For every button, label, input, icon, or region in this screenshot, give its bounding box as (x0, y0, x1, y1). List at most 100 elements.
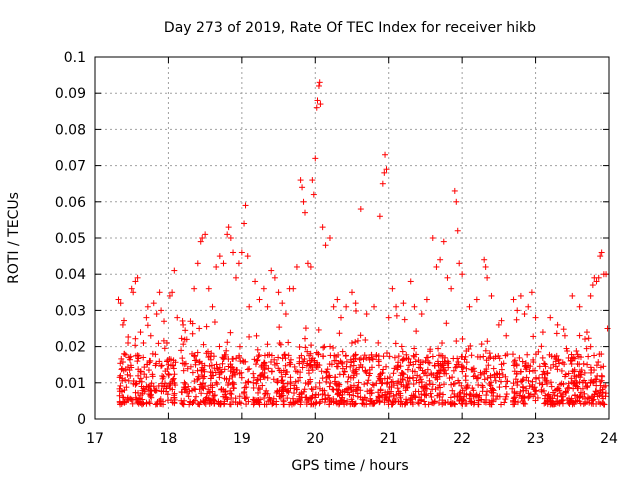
data-point (504, 378, 511, 385)
data-point (161, 318, 168, 325)
data-point (214, 365, 221, 372)
data-point (168, 397, 175, 404)
data-point (259, 382, 266, 389)
data-point (399, 348, 406, 355)
data-point (459, 335, 466, 342)
data-point (597, 253, 604, 260)
data-point (194, 349, 201, 356)
data-point (349, 289, 355, 296)
data-point (178, 397, 185, 404)
data-point (246, 303, 253, 310)
data-point (547, 398, 554, 405)
data-point (540, 360, 547, 367)
data-point (146, 400, 153, 407)
x-tick-label: 19 (233, 431, 251, 447)
data-point (194, 260, 201, 267)
data-point (602, 390, 609, 397)
data-point (200, 341, 207, 348)
data-point (295, 377, 302, 384)
data-point (433, 374, 440, 381)
data-point (132, 278, 139, 285)
data-point (467, 392, 474, 399)
data-point (450, 400, 457, 407)
data-point (193, 393, 200, 400)
data-point (366, 370, 373, 377)
data-point (577, 389, 584, 396)
data-point (268, 267, 275, 274)
data-point (170, 357, 177, 364)
data-point (587, 343, 594, 350)
data-point (368, 364, 375, 371)
data-point (167, 380, 174, 387)
data-point (435, 369, 442, 376)
data-point (456, 393, 463, 400)
data-point (263, 401, 270, 408)
data-point (580, 401, 587, 408)
x-axis-label: GPS time / hours (291, 458, 408, 474)
data-point (205, 386, 212, 393)
data-point (576, 332, 583, 339)
data-point (238, 249, 245, 256)
data-point (216, 371, 223, 378)
data-point (216, 253, 223, 260)
data-point (469, 366, 476, 373)
data-point (253, 357, 260, 364)
data-point (160, 388, 167, 395)
data-point (152, 387, 159, 394)
data-point (407, 278, 414, 285)
data-point (577, 400, 584, 407)
data-point (264, 303, 271, 310)
data-point (579, 385, 586, 392)
data-point (276, 393, 283, 400)
data-point (299, 184, 306, 191)
data-point (561, 361, 568, 368)
data-point (244, 379, 251, 386)
data-point (489, 386, 496, 393)
plot-frame (94, 56, 610, 420)
data-point (339, 348, 346, 355)
x-tick-label: 21 (380, 431, 398, 447)
data-point (319, 353, 326, 360)
data-point (569, 368, 576, 375)
data-point (488, 292, 495, 299)
data-point (293, 384, 300, 391)
data-point (363, 401, 370, 408)
data-point (449, 374, 456, 381)
data-point (232, 371, 239, 378)
data-point (240, 358, 247, 365)
data-point (399, 357, 406, 364)
data-point (454, 227, 461, 234)
data-point (363, 369, 370, 376)
data-point (482, 263, 489, 270)
data-point (488, 401, 495, 408)
data-point (266, 394, 273, 401)
data-point (574, 351, 581, 358)
data-point (361, 381, 368, 388)
data-point (562, 388, 569, 395)
data-point (350, 392, 357, 399)
data-point (580, 360, 587, 367)
data-point (439, 340, 446, 347)
data-point (121, 350, 128, 357)
data-point (236, 393, 243, 400)
data-point (472, 392, 479, 399)
data-point (513, 316, 520, 323)
data-point (417, 361, 424, 368)
data-point (449, 387, 456, 394)
data-point (143, 383, 150, 390)
data-point (250, 384, 257, 391)
data-point (280, 398, 287, 405)
data-point (273, 389, 280, 396)
axis-ticks: 17 18 19 20 21 22 23 24 0 0.01 0.02 0.03 0.04 0.05 0.0… (55, 50, 618, 447)
data-point (402, 400, 409, 407)
data-point (404, 378, 411, 385)
data-point (417, 376, 424, 383)
data-point (602, 382, 609, 389)
data-point (490, 393, 497, 400)
data-point (244, 366, 251, 373)
data-point (178, 347, 185, 354)
data-point (297, 177, 304, 184)
data-point (187, 363, 194, 370)
data-point (357, 355, 364, 362)
data-point (171, 267, 178, 274)
